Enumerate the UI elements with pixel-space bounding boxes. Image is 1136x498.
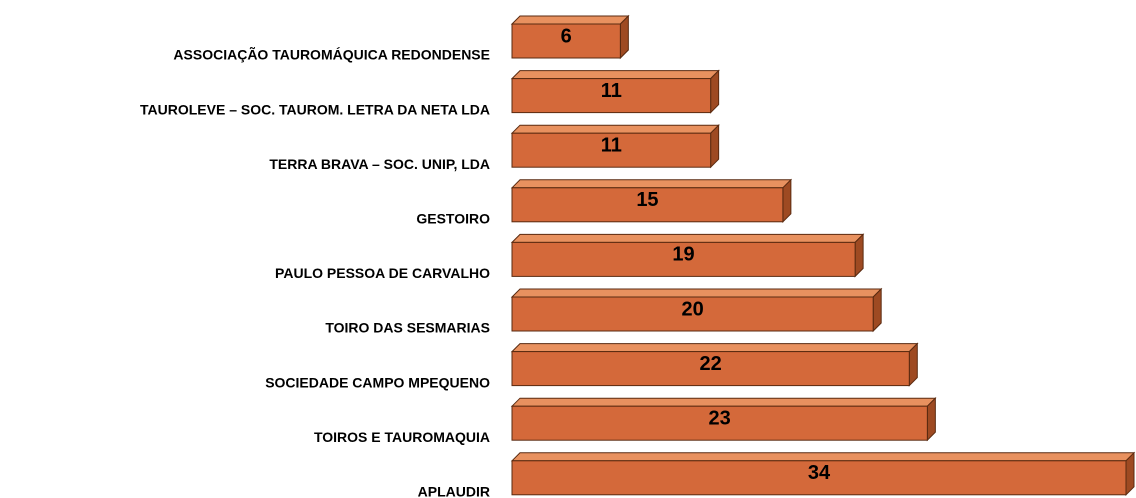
category-label: TOIROS E TAUROMAQUIA xyxy=(314,429,490,445)
bar xyxy=(510,178,793,224)
category-label: GESTOIRO xyxy=(416,211,490,227)
category-label: PAULO PESSOA DE CARVALHO xyxy=(275,265,490,281)
category-label: ASSOCIAÇÃO TAUROMÁQUICA REDONDENSE xyxy=(173,46,490,63)
value-label: 11 xyxy=(601,80,622,102)
bar xyxy=(510,14,630,60)
bar xyxy=(510,233,865,278)
value-label: 22 xyxy=(700,353,722,375)
bar xyxy=(510,451,1136,497)
value-label: 34 xyxy=(808,462,831,484)
value-label: 19 xyxy=(672,244,694,266)
category-label: TAUROLEVE – SOC. TAUROM. LETRA DA NETA L… xyxy=(140,101,490,117)
value-label: 15 xyxy=(636,189,658,211)
bar xyxy=(510,396,937,442)
value-label: 23 xyxy=(709,407,731,429)
category-label: SOCIEDADE CAMPO MPEQUENO xyxy=(265,374,490,390)
category-label: TOIRO DAS SESMARIAS xyxy=(325,320,490,336)
category-label: TERRA BRAVA – SOC. UNIP, LDA xyxy=(269,156,490,172)
value-label: 6 xyxy=(561,25,572,47)
bar xyxy=(510,287,883,333)
value-label: 20 xyxy=(681,298,703,320)
category-label: APLAUDIR xyxy=(418,484,490,498)
bar xyxy=(510,123,720,169)
bar xyxy=(510,342,919,387)
bar xyxy=(510,69,720,114)
value-label: 11 xyxy=(601,134,622,156)
